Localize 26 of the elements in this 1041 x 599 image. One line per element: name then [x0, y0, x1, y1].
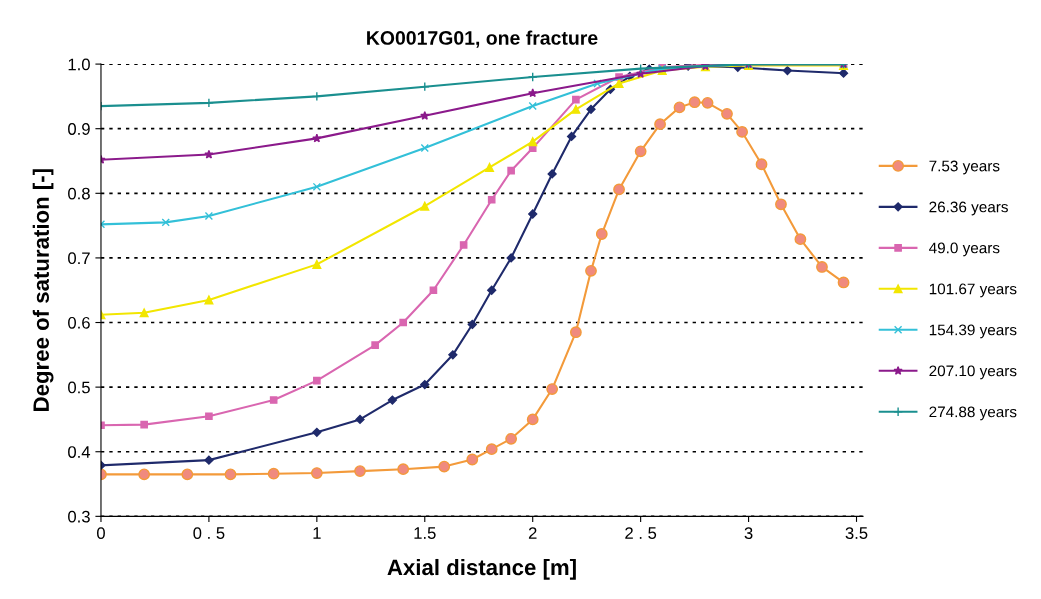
- legend-label: 49.0 years: [929, 242, 1000, 257]
- y-tick-label: 0.5: [68, 381, 90, 394]
- x-tick-label: 1: [313, 527, 321, 539]
- y-tick-label: 0.7: [68, 252, 90, 265]
- legend-label: 7.53 years: [929, 160, 1000, 175]
- x-tick-label: 0 . 5: [193, 527, 225, 539]
- legend-label: 154.39 years: [929, 324, 1017, 339]
- y-tick-label: 0.3: [68, 510, 90, 523]
- y-tick-label: 1.0: [68, 58, 90, 71]
- legend-label: 207.10 years: [929, 365, 1017, 380]
- x-tick-label: 1.5: [414, 527, 436, 539]
- y-tick-label: 0.4: [68, 446, 91, 458]
- y-tick-label: 0.6: [68, 316, 90, 329]
- y-tick-label: 0.9: [68, 123, 90, 135]
- x-tick-label: 3.5: [845, 527, 868, 539]
- x-tick-label: 2 . 5: [625, 527, 657, 539]
- y-tick-label: 0.8: [68, 187, 90, 200]
- x-tick-label: 0: [96, 527, 105, 539]
- legend-label: 274.88 years: [929, 406, 1017, 421]
- legend-label: 26.36 years: [929, 201, 1008, 216]
- legend-label: 101.67 years: [929, 283, 1017, 298]
- x-tick-label: 3: [744, 527, 753, 539]
- x-axis-title: Axial distance [m]: [387, 558, 576, 580]
- x-tick-label: 2: [528, 527, 537, 539]
- chart-title: KO0017G01, one fracture: [367, 30, 598, 48]
- y-axis-title: Degree of saturation [-]: [32, 169, 54, 411]
